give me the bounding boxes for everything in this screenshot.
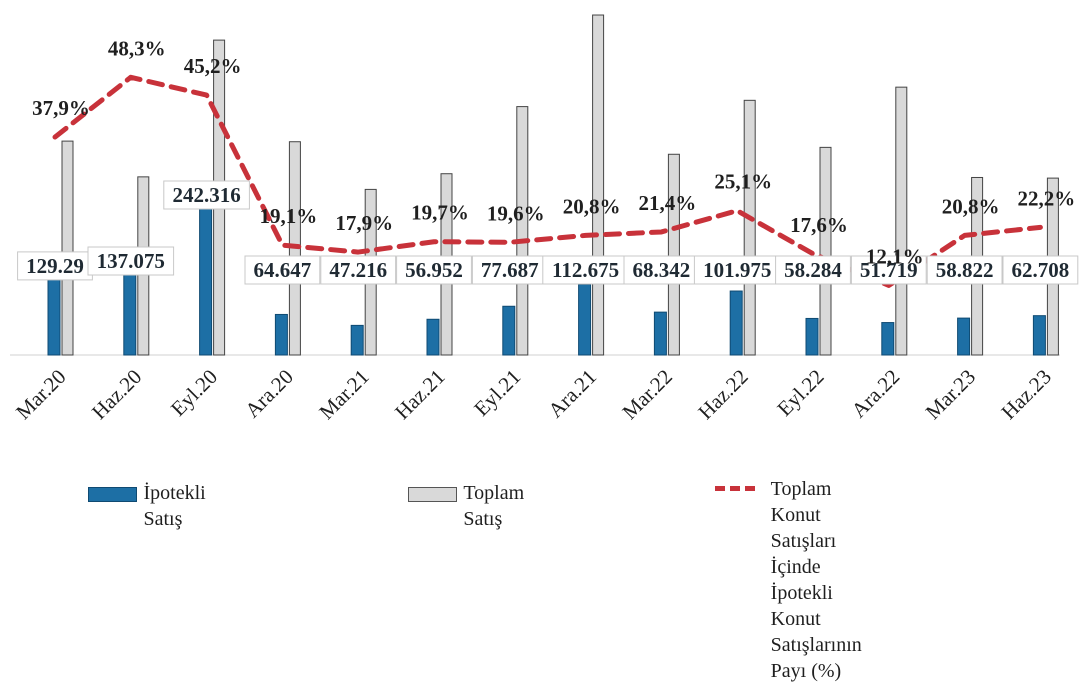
value-label-box (542, 255, 629, 285)
pct-label: 20,8% (563, 194, 621, 218)
bar-ipotekli (350, 324, 364, 356)
legend-item-pay: Toplam Konut Satışları İçinde İpotekli K… (715, 476, 886, 684)
legend-label-pay-line3: Satışlarının Payı (%) (770, 634, 862, 682)
bar-ipotekli (502, 305, 516, 356)
value-label-box (623, 255, 700, 285)
value-label-box (850, 255, 927, 285)
value-label-ipotekli: 77.687 (481, 258, 539, 282)
bar-toplam (516, 106, 529, 356)
bar-toplam (61, 140, 74, 356)
pct-label: 12,1% (866, 244, 924, 268)
pct-label: 48,3% (108, 36, 166, 60)
bar-ipotekli (47, 273, 61, 356)
bar-ipotekli (653, 311, 667, 356)
x-tick-label: Ara.22 (847, 365, 905, 423)
pct-label: 17,9% (335, 211, 393, 235)
value-label-box (471, 255, 548, 285)
value-label-box (244, 255, 321, 285)
x-tick-label: Haz.21 (390, 365, 449, 424)
pct-label: 19,7% (411, 201, 469, 225)
bar-toplam (819, 146, 832, 356)
legend-label-pay-line1: Toplam Konut Satışları (770, 478, 837, 552)
bar-toplam (592, 14, 605, 356)
value-label-ipotekli: 47.216 (329, 258, 387, 282)
value-label-box (775, 255, 851, 285)
bar-ipotekli (957, 317, 971, 356)
legend-swatch-ipotekli (88, 487, 138, 502)
legend-swatch-toplam (408, 487, 458, 502)
bar-ipotekli (274, 313, 288, 356)
value-label-ipotekli: 64.647 (254, 258, 312, 282)
value-label-box (1002, 255, 1079, 285)
legend-item-ipotekli: İpotekli Satış (88, 480, 222, 532)
pct-label: 19,6% (487, 201, 545, 225)
value-label-box (926, 255, 1003, 285)
bar-ipotekli (123, 268, 137, 356)
bar-ipotekli (578, 283, 592, 356)
x-tick-label: Mar.22 (617, 365, 676, 424)
value-label-ipotekli: 58.284 (784, 258, 842, 282)
bar-ipotekli (729, 290, 743, 356)
value-label-ipotekli: 129.29 (26, 254, 84, 278)
legend-item-toplam: Toplam Satış (408, 480, 541, 532)
x-tick-label: Eyl.21 (469, 365, 525, 421)
legend-swatch-pay (715, 486, 755, 491)
value-label-box (17, 251, 93, 281)
bar-ipotekli (805, 317, 819, 356)
value-label-ipotekli: 58.822 (936, 258, 994, 282)
chart-svg: 129.29 137.075 242.316 64.647 47.216 56.952 77… (10, 14, 1079, 424)
value-label-ipotekli: 62.708 (1012, 258, 1070, 282)
value-label-ipotekli: 68.342 (633, 258, 691, 282)
value-label-box (693, 255, 781, 285)
pct-label: 17,6% (790, 213, 848, 237)
value-label-ipotekli: 51.719 (860, 258, 918, 282)
x-tick-label: Ara.20 (240, 365, 298, 423)
legend-label-pay-line2: İçinde İpotekli Konut (770, 556, 833, 630)
x-tick-label: Mar.23 (921, 365, 980, 424)
value-label-ipotekli: 242.316 (172, 183, 240, 207)
x-tick-label: Haz.22 (693, 365, 752, 424)
x-tick-label: Eyl.22 (772, 365, 828, 421)
pct-label: 25,1% (714, 170, 772, 194)
pct-label: 20,8% (942, 194, 1000, 218)
pct-label: 21,4% (639, 191, 697, 215)
value-label-box (87, 246, 175, 276)
value-label-ipotekli: 56.952 (405, 258, 463, 282)
legend-label-ipotekli: İpotekli Satış (143, 482, 206, 530)
pct-label: 22,2% (1018, 186, 1076, 210)
bar-toplam (895, 86, 908, 356)
pct-label: 37,9% (32, 96, 90, 120)
value-label-box (163, 180, 250, 210)
x-tick-label: Eyl.20 (166, 365, 222, 421)
x-tick-label: Haz.20 (87, 365, 146, 424)
value-label-ipotekli: 112.675 (552, 258, 619, 282)
bar-toplam (667, 153, 680, 356)
bar-ipotekli (199, 202, 213, 356)
bar-toplam (743, 99, 756, 356)
value-label-box (320, 255, 397, 285)
bar-ipotekli (881, 322, 895, 356)
pct-label: 45,2% (184, 54, 242, 78)
x-tick-label: Mar.21 (314, 365, 373, 424)
legend-label-pay: Toplam Konut Satışları İçinde İpotekli K… (771, 476, 886, 684)
x-tick-label: Mar.20 (11, 365, 70, 424)
bar-ipotekli (426, 318, 440, 356)
value-label-box (396, 255, 472, 285)
x-tick-label: Ara.21 (543, 365, 601, 423)
value-label-ipotekli: 137.075 (97, 249, 165, 273)
legend-label-toplam: Toplam Satış (463, 482, 525, 530)
x-tick-label: Haz.23 (996, 365, 1055, 424)
bar-ipotekli (1032, 315, 1046, 356)
pct-label: 19,1% (260, 204, 318, 228)
value-label-ipotekli: 101.975 (703, 258, 771, 282)
